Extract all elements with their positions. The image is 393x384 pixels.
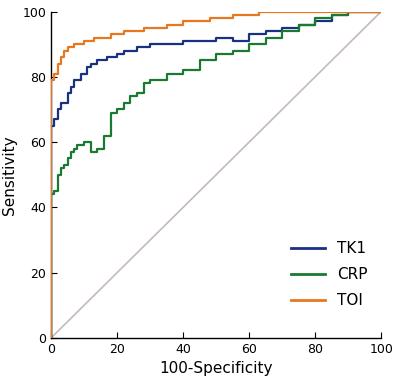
X-axis label: 100-Specificity: 100-Specificity bbox=[160, 361, 273, 376]
Legend: TK1, CRP, TOI: TK1, CRP, TOI bbox=[285, 235, 374, 314]
Y-axis label: Sensitivity: Sensitivity bbox=[2, 135, 17, 215]
